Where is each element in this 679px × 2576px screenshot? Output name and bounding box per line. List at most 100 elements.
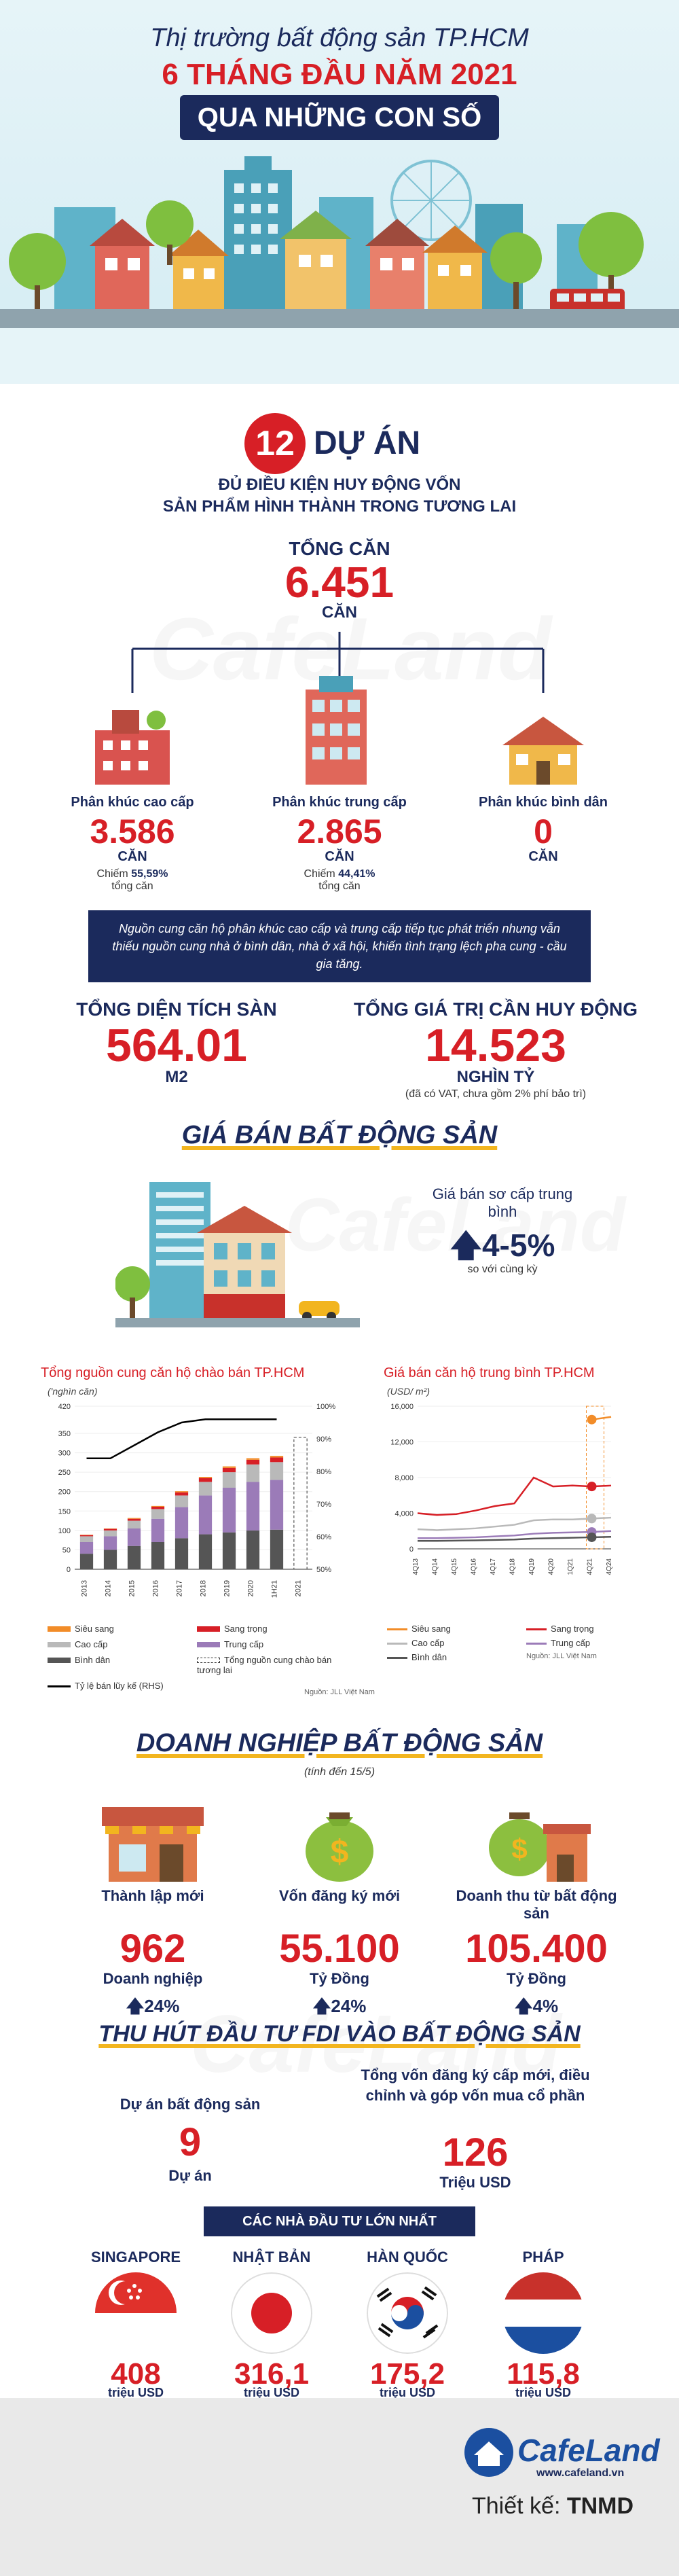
arrow-up-icon: 🡅 (312, 1996, 331, 2016)
legend-source: Nguồn: JLL Việt Nam (526, 1652, 597, 1660)
bar-segment (151, 1518, 165, 1542)
fdi-section-title: THU HÚT ĐẦU TƯ FDI VÀO BẤT ĐỘNG SẢN (98, 2021, 581, 2047)
total-units-value: 6.451 (285, 558, 394, 607)
chart2-unit: (USD/ m²) (387, 1386, 430, 1397)
bar-segment (79, 1542, 94, 1554)
primary-change-value: 4-5% (481, 1228, 555, 1263)
change-value: 4% (532, 1996, 559, 2016)
bar-segment (79, 1536, 94, 1542)
bar-segment (103, 1550, 117, 1569)
investors-title: CÁC NHÀ ĐẦU TƯ LỚN NHẤT (204, 2206, 475, 2236)
fdi-capital-label: Tổng vốn đăng ký cấp mới, điều chỉnh và … (361, 2067, 590, 2104)
x-tick-label: 2013 (81, 1580, 89, 1596)
change-value: 24% (331, 1996, 367, 2016)
arrow-up-icon: 🡅 (449, 1228, 482, 1263)
legend-label: Trung cấp (224, 1639, 264, 1649)
y-tick-label: 100 (58, 1527, 71, 1535)
segment-2-share: Chiếm 44,41% tổng căn (265, 868, 414, 893)
y-tick-label: 150 (58, 1507, 71, 1516)
bracket-lines (131, 632, 545, 693)
x-tick-label: 4Q19 (528, 1558, 536, 1575)
bar-segment (270, 1462, 284, 1480)
x-tick-label: 2016 (152, 1580, 160, 1596)
fdi-projects-value: 9 (179, 2120, 202, 2164)
legend-label: Siêu sang (411, 1624, 451, 1634)
bar-segment (151, 1505, 165, 1507)
header-line3: QUA NHỮNG CON SỐ (180, 95, 499, 140)
header-line1: Thị trường bất động sản TP.HCM (150, 24, 529, 52)
y2-tick-label: 90% (316, 1435, 331, 1444)
projects-count-badge: 12 (244, 413, 306, 474)
arrow-up-icon: 🡅 (126, 1996, 145, 2016)
bar-segment (246, 1482, 260, 1531)
chart1-title: Tổng nguồn cung căn hộ chào bán TP.HCM (41, 1365, 305, 1380)
chart1-legend: Siêu sang Sang trọng Cao cấp Trung cấp B… (48, 1624, 333, 1691)
cafeland-logo-icon (464, 2428, 513, 2477)
enterprise-2-value: 55.100 (279, 1927, 400, 1971)
footer: CafeLand www.cafeland.vn Thiết kế: TNMD (0, 2398, 679, 2576)
designer-prefix: Thiết kế: (472, 2493, 567, 2519)
segment-1-name: Phân khúc cao cấp (71, 795, 194, 810)
legend-item: Trung cấp (197, 1639, 333, 1649)
capital-unit: NGHÌN TỶ (456, 1068, 535, 1086)
arrow-up-icon: 🡅 (514, 1996, 533, 2016)
bar-segment (246, 1464, 260, 1482)
bar-segment (127, 1545, 141, 1569)
legend-item: Tỷ lệ bán lũy kế (RHS) (48, 1681, 183, 1691)
legend-item: Siêu sang (387, 1624, 513, 1634)
legend-item: Cao cấp (48, 1639, 183, 1649)
x-tick-label: 4Q20 (548, 1558, 555, 1575)
y-tick-label: 250 (58, 1469, 71, 1477)
total-units-label: TỔNG CĂN (289, 538, 390, 559)
y-tick-label: 12,000 (390, 1439, 414, 1447)
legend-label: Sang trọng (224, 1624, 268, 1634)
designer-name: TNMD (566, 2493, 634, 2519)
legend-item: Sang trọng (197, 1624, 333, 1634)
price-line (417, 1476, 612, 1516)
enterprise-2-unit: Tỷ Đồng (310, 1970, 369, 1987)
city-illustration (0, 156, 679, 384)
enterprise-2-label: Vốn đăng ký mới (278, 1887, 401, 1904)
floor-area-unit: M2 (165, 1068, 188, 1086)
legend-label: Siêu sang (75, 1624, 114, 1634)
bar-segment (151, 1507, 165, 1509)
footer-designer: Thiết kế: TNMD (472, 2493, 634, 2520)
forecast-marker (587, 1482, 597, 1492)
legend-label: Cao cấp (411, 1638, 445, 1648)
bar-segment (79, 1535, 94, 1537)
bar-segment (151, 1509, 165, 1519)
bar-segment (175, 1507, 189, 1539)
segment-2-name: Phân khúc trung cấp (272, 795, 407, 810)
y2-tick-label: 50% (316, 1566, 331, 1574)
bar-segment (103, 1528, 117, 1529)
svg-text:$: $ (511, 1833, 527, 1865)
header-banner: Thị trường bất động sản TP.HCM 6 THÁNG Đ… (0, 0, 679, 384)
fdi-capital-unit: Triệu USD (439, 2174, 511, 2191)
segment-3-value: 0 (534, 812, 553, 851)
chart2-title: Giá bán căn hộ trung bình TP.HCM (384, 1365, 595, 1380)
x-tick-label: 2018 (200, 1580, 208, 1596)
capital-value: 14.523 (425, 1020, 566, 1071)
forecast-marker (587, 1532, 597, 1542)
y-tick-label: 8,000 (394, 1474, 414, 1482)
investor-2-country: NHẬT BẢN (232, 2249, 311, 2266)
total-units-unit: CĂN (322, 603, 357, 622)
y-tick-label: 16,000 (390, 1403, 414, 1411)
chart1-unit: ('nghìn căn) (48, 1386, 98, 1397)
legend-item: Tổng nguồn cung chào bán tương lai (197, 1655, 333, 1675)
bar-segment (222, 1466, 236, 1468)
change-value: 24% (144, 1996, 180, 2016)
price-chart: 0 4,000 8,000 12,000 16,000 4Q13 4Q14 4Q15 4Q16 4… (390, 1403, 613, 1575)
future-supply-bar (293, 1437, 308, 1570)
legend-item: Bình dân (387, 1652, 513, 1662)
fdi-capital-value: 126 (442, 2130, 509, 2175)
bar-segment (127, 1518, 141, 1521)
bar-segment (270, 1456, 284, 1458)
x-tick-label: 4Q18 (509, 1558, 517, 1575)
header-line2: 6 THÁNG ĐẦU NĂM 2021 (162, 58, 517, 91)
footer-url: www.cafeland.vn (536, 2467, 625, 2479)
segment-1-unit: CĂN (117, 849, 147, 864)
investor-4-unit: triệu USD (515, 2386, 571, 2399)
price-section-title: GIÁ BÁN BẤT ĐỘNG SẢN (181, 1121, 498, 1149)
x-tick-label: 4Q14 (432, 1558, 439, 1575)
